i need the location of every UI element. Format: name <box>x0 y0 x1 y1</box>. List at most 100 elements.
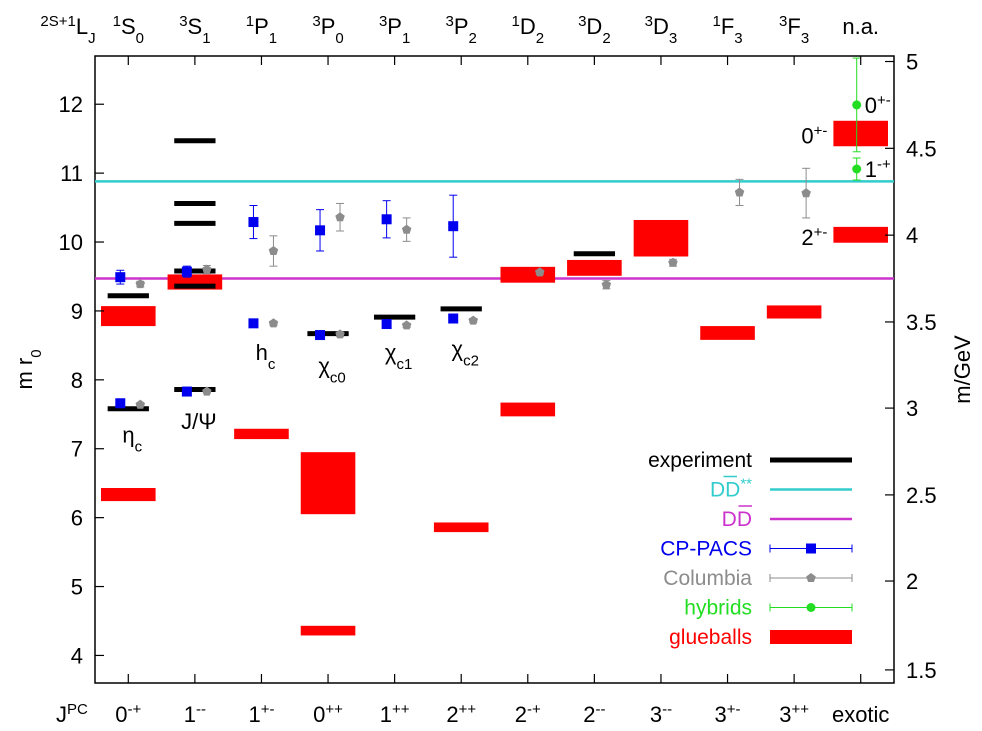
legend-box-sample <box>770 630 852 644</box>
glueball-label: 0+- <box>801 122 827 149</box>
glueball-box <box>100 488 156 502</box>
columbia-point <box>535 267 545 277</box>
cp-pacs-point <box>115 398 126 409</box>
columbia-point <box>202 386 212 396</box>
hybrid-label: 0+- <box>865 91 891 118</box>
x-top-tick-label: 1P1 <box>246 13 277 47</box>
x-bottom-tick-label: 0++ <box>313 701 343 728</box>
x-top-tick-label: 1S0 <box>113 13 144 47</box>
glueball-label: 2+- <box>801 223 827 250</box>
x-bottom-tick-label: 0-+ <box>115 701 141 728</box>
glueball-box <box>833 120 889 147</box>
y-left-tick-label: 9 <box>71 299 83 324</box>
x-bottom-tick-label: 3++ <box>779 701 809 728</box>
cp-pacs-point <box>381 214 392 225</box>
cp-pacs-point <box>248 318 259 329</box>
y-right-tick-label: 4.5 <box>906 136 937 161</box>
columbia-point <box>335 329 345 339</box>
glueball-box <box>567 259 622 276</box>
x-bottom-tick-label: 2++ <box>446 701 476 728</box>
glueball-box <box>633 219 689 257</box>
cp-pacs-point <box>115 272 126 283</box>
state-annotation: χc2 <box>452 336 479 369</box>
columbia-point <box>268 318 279 328</box>
y-right-axis-title: m/GeV <box>950 335 975 404</box>
y-left-tick-label: 11 <box>60 161 83 186</box>
legend-label: experiment <box>648 449 752 472</box>
columbia-point <box>268 246 279 255</box>
cp-pacs-point <box>315 225 326 236</box>
plot-frame <box>94 55 895 684</box>
columbia-point <box>135 279 145 289</box>
glueball-box <box>100 306 156 327</box>
glueball-box <box>300 625 356 636</box>
x-bottom-tick-label: 1+- <box>248 701 274 728</box>
cp-pacs-point <box>448 313 459 324</box>
columbia-point <box>401 320 412 330</box>
x-bottom-tick-label: 2-+ <box>515 701 541 728</box>
y-right-tick-label: 2.5 <box>906 483 937 508</box>
x-bottom-tick-label: 3+- <box>715 701 741 728</box>
y-left-tick-label: 6 <box>71 506 83 531</box>
x-top-tick-label: 3P1 <box>379 13 410 47</box>
columbia-point <box>335 212 345 222</box>
y-left-tick-label: 7 <box>71 437 83 462</box>
x-top-tick-label: 3S1 <box>179 13 210 47</box>
columbia-point <box>734 187 745 197</box>
y-left-tick-label: 12 <box>59 92 83 117</box>
legend-label: Columbia <box>663 567 752 590</box>
glueball-box <box>700 326 755 340</box>
y-right-tick-label: 2 <box>906 569 918 594</box>
legend-label: hybrids <box>684 597 752 620</box>
columbia-point <box>135 399 145 409</box>
glueball-box <box>500 266 556 283</box>
columbia-point <box>801 188 811 198</box>
legend-marker-sample <box>806 603 816 612</box>
y-right-tick-label: 1.5 <box>906 658 937 683</box>
columbia-point <box>468 315 478 325</box>
x-top-tick-label: 3P2 <box>446 13 477 47</box>
state-annotation: ηc <box>122 423 142 456</box>
hybrid-point <box>852 100 862 110</box>
cp-pacs-point <box>181 266 192 277</box>
columbia-point <box>601 279 612 289</box>
cp-pacs-point <box>181 386 192 397</box>
y-left-tick-label: 10 <box>59 230 83 255</box>
bottom-axis-title: JPC <box>56 701 88 728</box>
x-bottom-tick-label: 2-- <box>583 701 605 728</box>
glueball-box <box>234 428 289 440</box>
hybrid-point <box>852 164 862 174</box>
columbia-point <box>202 264 212 274</box>
columbia-point <box>401 224 412 234</box>
legend-label: glueballs <box>669 626 752 649</box>
legend-label: DD** <box>710 475 752 502</box>
glueball-box <box>833 226 889 243</box>
legend-marker-sample <box>806 573 816 582</box>
x-top-tick-label: 3D2 <box>578 13 611 47</box>
x-bottom-tick-label: 1-- <box>184 701 206 728</box>
glueball-box <box>300 452 356 515</box>
y-right-tick-label: 4 <box>906 223 918 248</box>
x-top-tick-label: 1F3 <box>712 13 742 47</box>
columbia-point <box>668 257 678 267</box>
legend-marker-sample <box>806 543 816 554</box>
x-top-tick-label: 1D2 <box>512 13 545 47</box>
y-right-tick-label: 3.5 <box>906 310 937 335</box>
y-left-axis-title: m r0 <box>12 349 45 389</box>
y-left-tick-label: 8 <box>71 368 83 393</box>
state-annotation: hc <box>256 340 276 373</box>
legend-label: DD <box>722 508 752 531</box>
state-annotation: χc1 <box>385 340 412 373</box>
x-top-tick-label: 3F3 <box>779 13 809 47</box>
x-top-tick-label: 3P0 <box>312 13 343 47</box>
x-bottom-tick-label: 3-- <box>650 701 672 728</box>
glueball-box <box>500 402 556 417</box>
y-left-tick-label: 5 <box>71 575 83 600</box>
legend-label: CP-PACS <box>660 538 752 561</box>
state-annotation: J/Ψ <box>181 409 217 434</box>
y-left-tick-label: 4 <box>71 643 83 668</box>
x-top-tick-label: 3D3 <box>645 13 678 47</box>
y-right-tick-label: 5 <box>906 50 918 75</box>
hybrid-label: 1-+ <box>865 155 891 182</box>
